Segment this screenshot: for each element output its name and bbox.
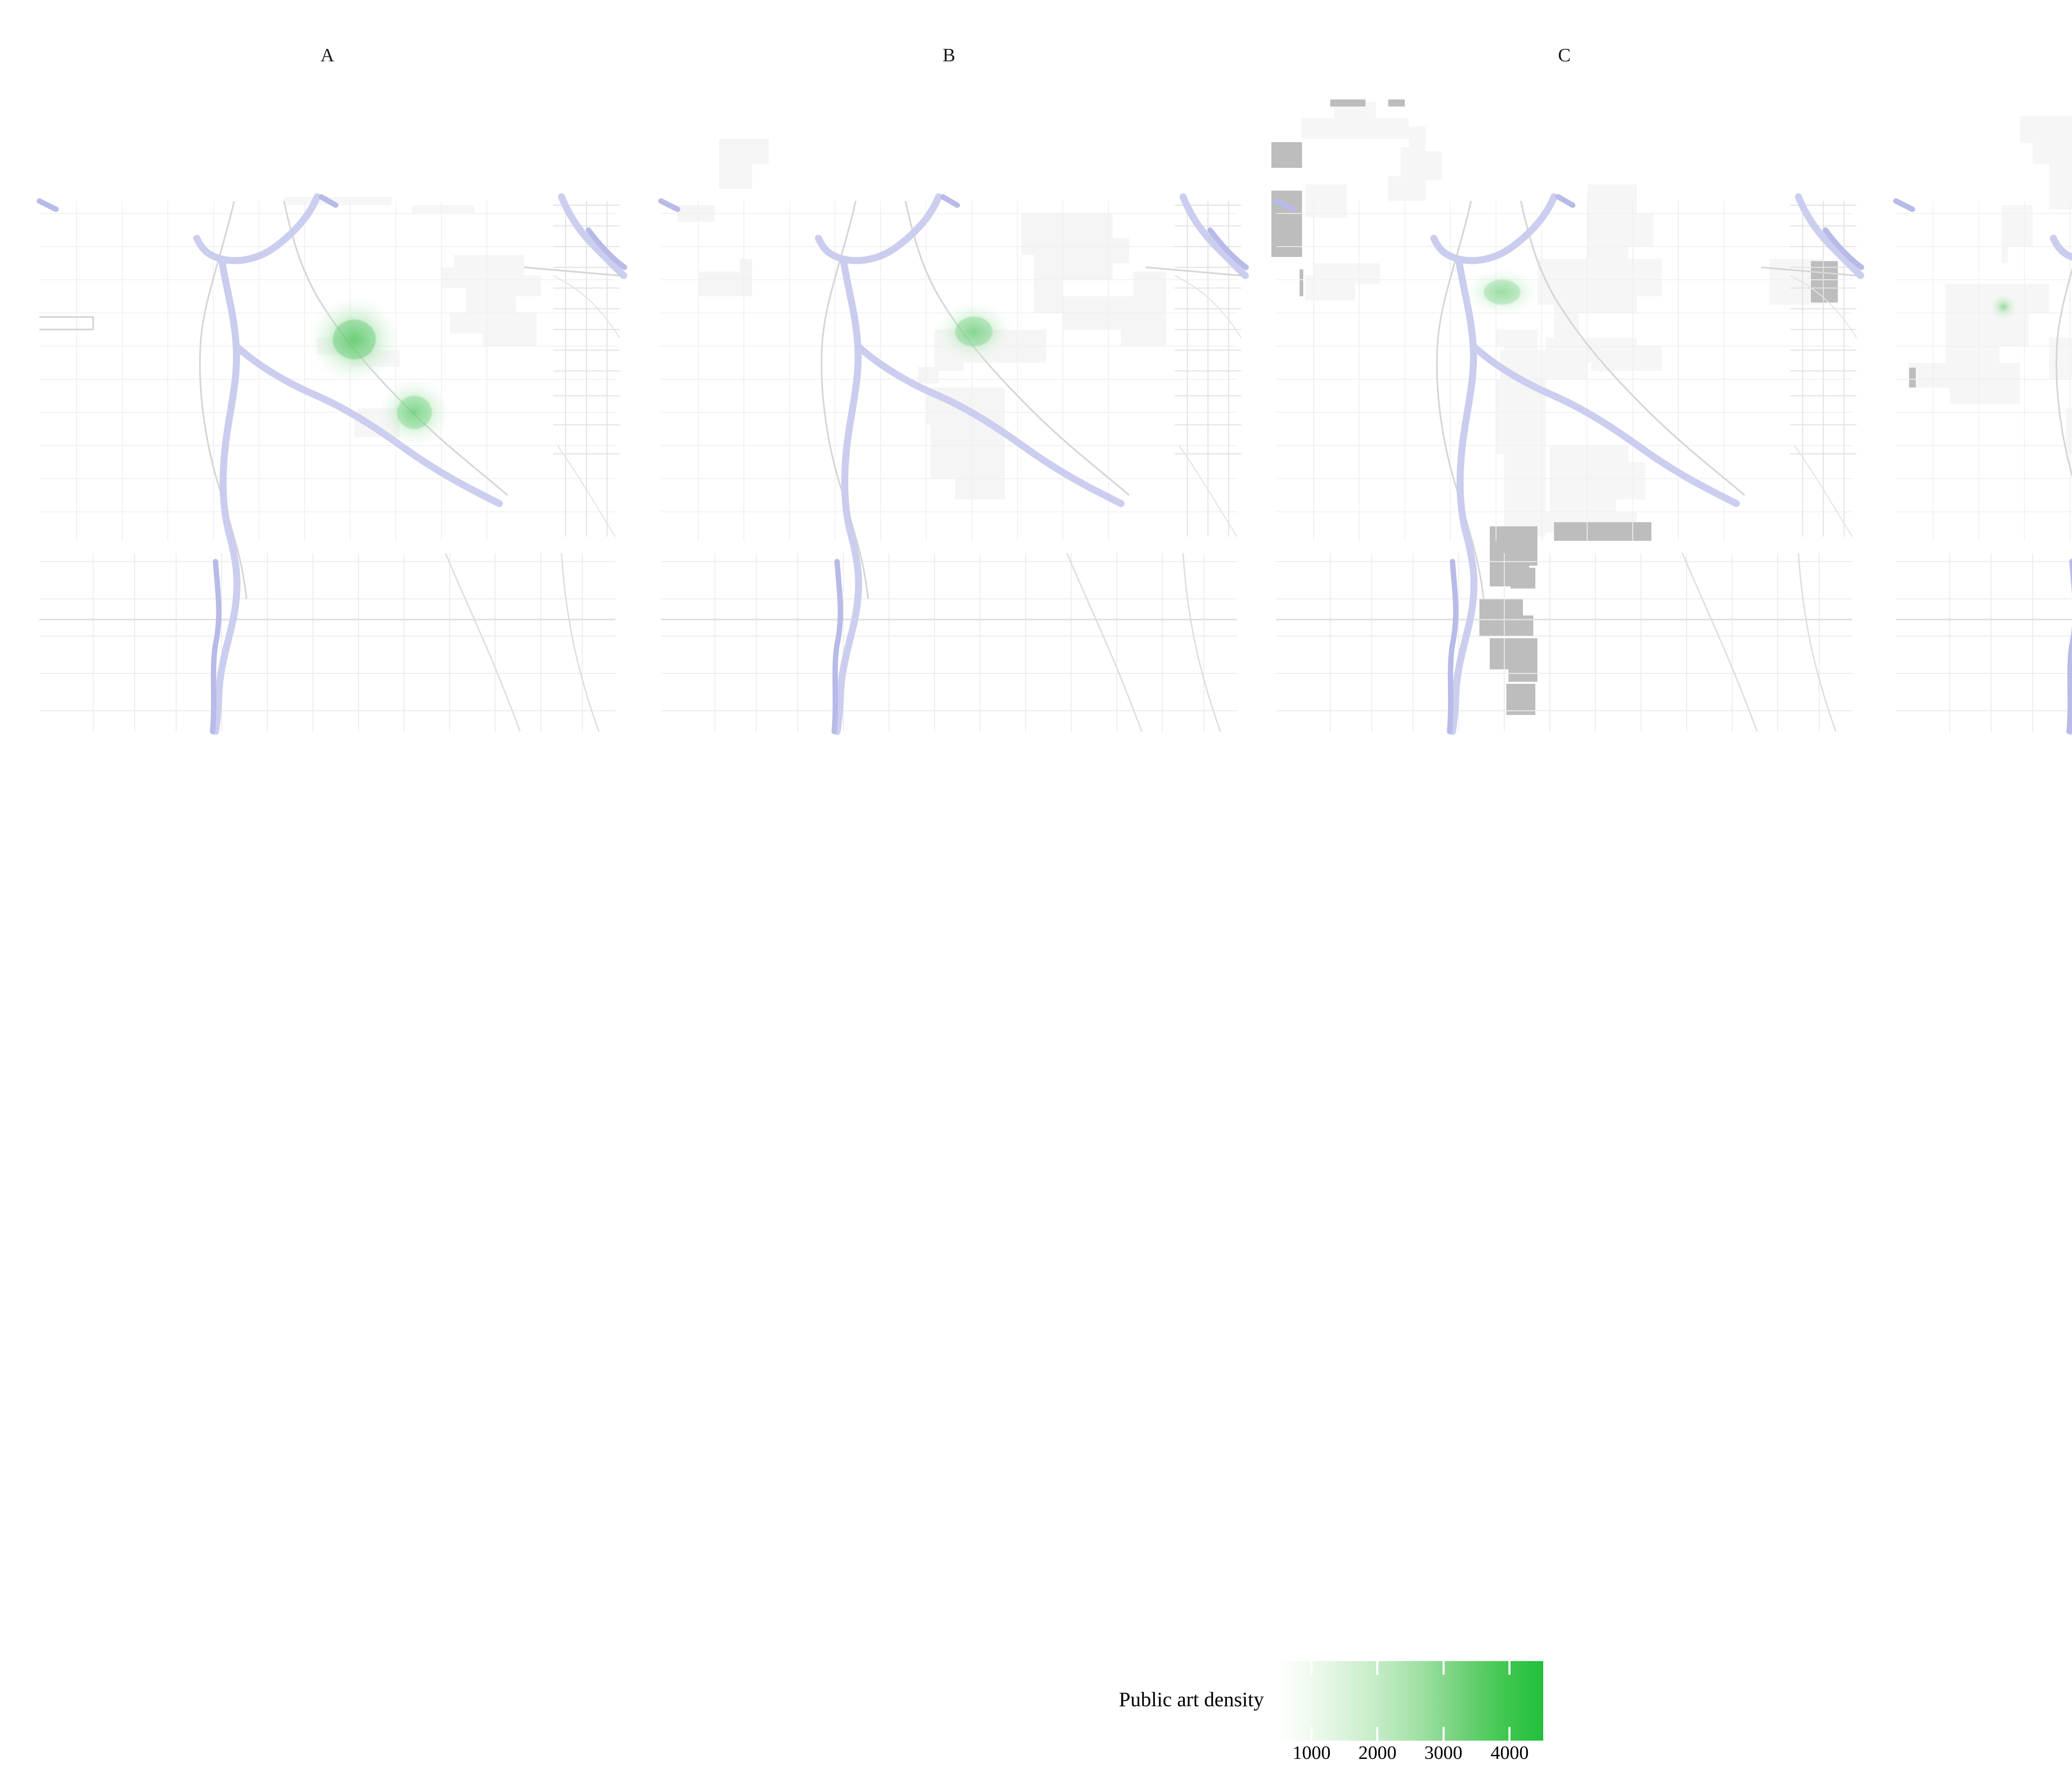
colorbar-tick-1000-bot xyxy=(1310,1727,1312,1741)
panel-b-title: B xyxy=(942,44,956,65)
panel-d-map[interactable] xyxy=(1883,81,2072,736)
panel-d: D xyxy=(1883,46,2072,750)
panel-c: C xyxy=(1264,46,1865,750)
colorbar-tick-label-1000: 1000 xyxy=(1293,1742,1331,1763)
river xyxy=(815,193,1249,735)
colorbar-tick-2000-bot xyxy=(1376,1727,1378,1741)
panel-d-map-svg xyxy=(1883,81,2072,736)
colorbar-tick-4000-bot xyxy=(1508,1727,1510,1741)
colorbar-tick-labels: 1000 2000 3000 4000 xyxy=(1277,1743,1543,1768)
panel-d-title: D xyxy=(1883,46,2072,65)
density-hotspots xyxy=(1989,275,2072,321)
river-bright xyxy=(1273,194,1864,734)
river xyxy=(2050,235,2072,735)
roads-major xyxy=(1896,619,2072,620)
roads-city xyxy=(1896,201,2072,541)
panel-c-title: C xyxy=(1558,44,1571,65)
river-bright xyxy=(36,194,627,734)
roads-city xyxy=(1276,201,1852,541)
colorbar-tick-label-3000: 3000 xyxy=(1424,1742,1462,1763)
river xyxy=(193,193,627,735)
census-polygons-faint xyxy=(1908,116,2072,454)
legend: Public art density 1000 2000 3000 4000 xyxy=(0,825,2072,1762)
colorbar-tick-label-4000: 4000 xyxy=(1491,1742,1529,1763)
panel-a-map-svg xyxy=(27,81,628,736)
panel-a-map[interactable] xyxy=(27,81,628,736)
density-hotspots xyxy=(307,295,453,449)
roads-east-dense xyxy=(1790,201,1857,537)
panel-b-map[interactable] xyxy=(649,81,1249,736)
roads-minor xyxy=(1896,553,2072,731)
roads-east-dense xyxy=(1174,201,1242,537)
colorbar-tick-2000-top xyxy=(1376,1661,1378,1675)
density-hotspots xyxy=(1462,266,1543,318)
density-hotspots xyxy=(932,299,1015,364)
panel-c-map-svg xyxy=(1264,81,1865,736)
river-bright xyxy=(1893,198,2072,734)
gray-polygons xyxy=(1909,368,1916,388)
panel-b-map-svg xyxy=(649,81,1249,736)
colorbar-tick-4000-top xyxy=(1508,1661,1510,1675)
roads-major xyxy=(1276,553,1852,732)
panel-a-title: A xyxy=(320,44,334,65)
figure-canvas: A xyxy=(0,45,2072,1762)
legend-title: Public art density xyxy=(1119,1688,1264,1711)
roads-highway xyxy=(1436,201,1857,599)
river xyxy=(1430,193,1864,735)
colorbar-tick-label-2000: 2000 xyxy=(1358,1742,1397,1763)
colorbar-tick-3000-top xyxy=(1443,1661,1445,1675)
roads-minor xyxy=(661,553,1237,731)
roads-major xyxy=(661,553,1237,732)
roads-minor xyxy=(39,553,615,731)
panel-c-map[interactable] xyxy=(1264,81,1865,736)
colorbar-tick-3000-bot xyxy=(1443,1727,1445,1741)
river-bright xyxy=(658,194,1249,734)
panel-b: B xyxy=(649,46,1249,750)
panel-a: A xyxy=(27,46,628,750)
colorbar[interactable] xyxy=(1277,1661,1543,1741)
colorbar-gradient xyxy=(1277,1661,1543,1741)
colorbar-tick-1000-top xyxy=(1310,1661,1312,1675)
roads-highway xyxy=(2055,267,2072,478)
roads-major xyxy=(39,553,615,732)
roads-city xyxy=(661,201,1237,541)
